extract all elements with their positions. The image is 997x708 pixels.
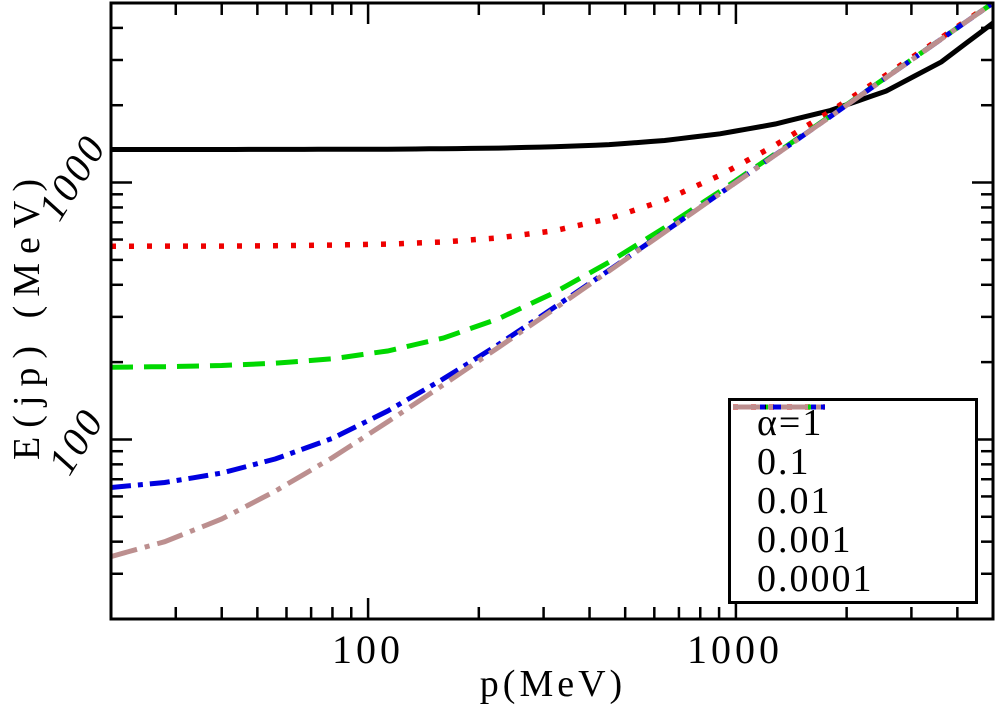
x-axis-label: p(MeV) (479, 663, 627, 705)
legend-label: α=1 (757, 401, 824, 444)
legend-label: 0.001 (757, 519, 853, 562)
y-axis-label: E(jp) (MeV) (6, 170, 48, 460)
legend-item: 0.01 (733, 404, 975, 522)
curve-0-1 (111, 3, 993, 250)
legend-item: 0.0001 (733, 404, 975, 601)
axis-ticks (111, 3, 993, 619)
curve-0-001 (111, 3, 993, 490)
curve-1 (111, 21, 993, 152)
legend-label: 0.01 (757, 480, 832, 522)
legend-item: 0.001 (733, 404, 975, 562)
x-tick-label-100: 100 (332, 627, 404, 672)
plot-frame (109, 1, 995, 621)
curves (111, 3, 993, 560)
legend-line-sample (733, 404, 825, 410)
curve-0-0001 (111, 3, 993, 560)
legend-label: 0.0001 (757, 558, 874, 601)
legend-label: 0.1 (757, 440, 811, 483)
x-tick-label-1000: 1000 (687, 627, 783, 672)
legend-item: 0.1 (733, 404, 975, 483)
legend: α=1 0.1 0.01 0.001 0.0001 (728, 398, 978, 604)
